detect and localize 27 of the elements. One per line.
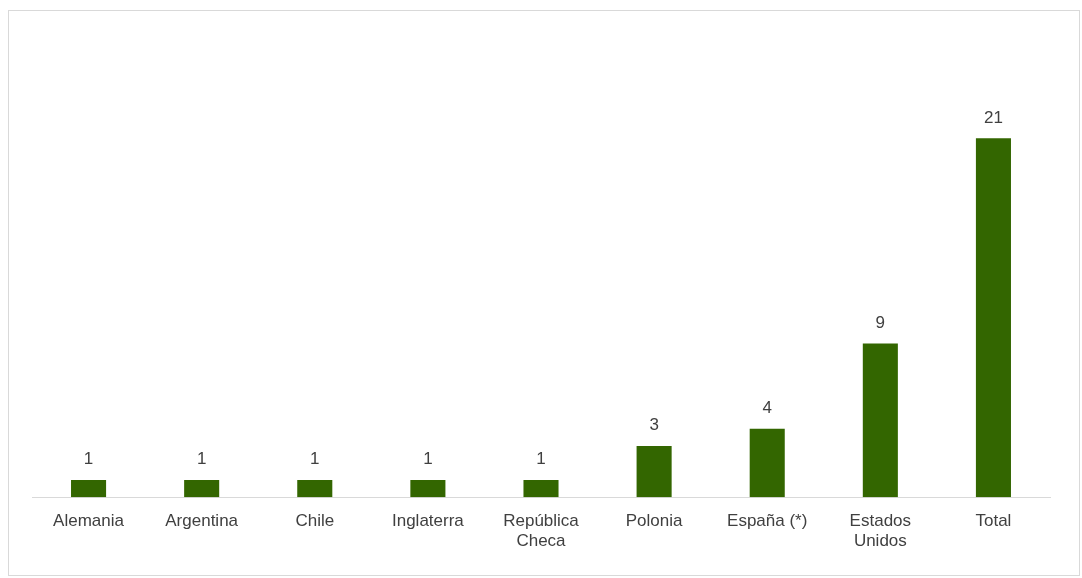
bar	[523, 480, 559, 498]
x-tick-label: Estados Unidos	[849, 511, 912, 551]
bar	[71, 480, 107, 498]
x-tick-label: Argentina	[165, 511, 239, 531]
data-label: 21	[983, 107, 1003, 127]
x-tick-label: Inglaterra	[391, 511, 465, 531]
data-label: 1	[423, 449, 433, 469]
bar	[410, 480, 446, 498]
data-label: 1	[310, 449, 320, 469]
x-tick-label: Polonia	[625, 511, 684, 531]
data-label: 9	[875, 312, 886, 332]
x-tick-label: República Checa	[503, 511, 580, 551]
bar	[975, 138, 1011, 498]
x-tick-label: Total	[975, 511, 1012, 531]
x-tick-label: Chile	[295, 511, 335, 531]
bar	[184, 480, 220, 498]
bar	[749, 428, 785, 498]
data-label: 4	[762, 398, 772, 418]
x-tick-label: Alemania	[53, 511, 125, 531]
bar	[636, 445, 672, 498]
x-tick-label: España (*)	[727, 511, 808, 531]
bar	[297, 480, 333, 498]
data-label: 1	[196, 449, 207, 469]
data-label: 1	[83, 449, 94, 469]
data-label: 3	[649, 415, 659, 435]
bar	[862, 343, 898, 498]
data-label: 1	[536, 449, 546, 469]
